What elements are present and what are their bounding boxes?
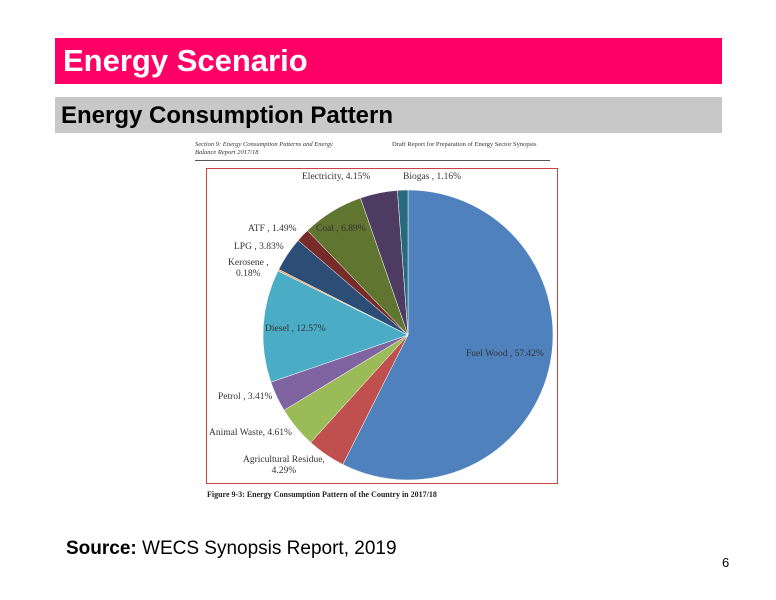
- header-rule: [195, 160, 550, 161]
- slide-title: Energy Scenario: [55, 38, 722, 84]
- source-text: WECS Synopsis Report, 2019: [142, 538, 397, 559]
- slice-label: Animal Waste, 4.61%: [209, 428, 292, 438]
- pie-slice: [397, 189, 409, 336]
- source-label: Source:: [66, 538, 137, 559]
- slice-label: Electricity, 4.15%: [302, 172, 371, 182]
- page-number: 6: [722, 555, 730, 570]
- slice-label: LPG , 3.83%: [234, 242, 284, 252]
- slice-label: Petrol , 3.41%: [218, 392, 273, 402]
- slice-label: Agricultural Residue, 4.29%: [243, 455, 325, 476]
- slice-label: Fuel Wood , 57.42%: [466, 349, 544, 359]
- slide-subtitle: Energy Consumption Pattern: [55, 97, 722, 133]
- figure-header-right: Draft Report for Preparation of Energy S…: [392, 141, 537, 148]
- source: Source: WECS Synopsis Report, 2019: [66, 538, 397, 560]
- slice-label: Coal , 6.89%: [316, 224, 366, 234]
- slice-label: Diesel , 12.57%: [265, 324, 326, 334]
- figure-header-left: Section 9: Energy Consumption Patterns a…: [195, 141, 333, 156]
- pie-slice: [342, 189, 554, 481]
- figure-border: [206, 168, 558, 484]
- slice-label: Biogas , 1.16%: [403, 172, 462, 182]
- slice-label: Kerosene , 0.18%: [228, 258, 269, 279]
- figure-caption: Figure 9-3: Energy Consumption Pattern o…: [207, 490, 437, 499]
- slice-label: ATF , 1.49%: [248, 224, 297, 234]
- pie-slice: [262, 270, 409, 383]
